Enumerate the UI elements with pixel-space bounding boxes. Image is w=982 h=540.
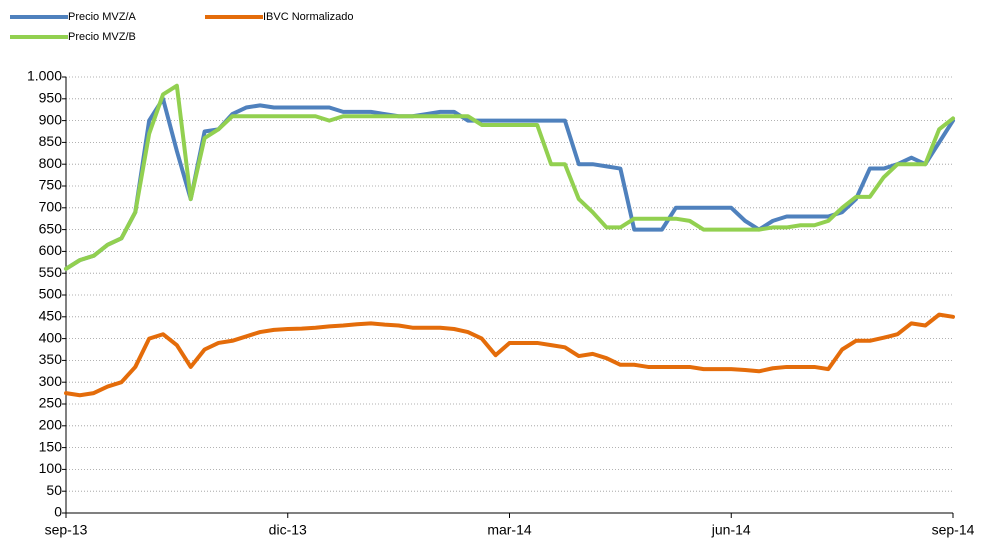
series-line (64, 312, 955, 398)
y-tick-label: 150 (39, 438, 63, 454)
y-tick-label: 300 (39, 373, 63, 389)
y-tick-label: 650 (39, 220, 63, 236)
x-tick-label: mar-14 (487, 522, 532, 538)
y-tick-label: 0 (54, 504, 62, 520)
y-tick-label: 200 (39, 417, 63, 433)
y-tick-label: 500 (39, 286, 63, 302)
y-tick-label: 350 (39, 351, 63, 367)
y-tick-label: 100 (39, 460, 63, 476)
legend-label: IBVC Normalizado (263, 11, 353, 23)
y-tick-label: 900 (39, 111, 63, 127)
y-tick-label: 450 (39, 308, 63, 324)
x-tick-label: dic-13 (269, 522, 307, 538)
x-tick-label: sep-14 (932, 522, 975, 538)
x-tick-label: sep-13 (45, 522, 88, 538)
legend-label: Precio MVZ/A (68, 11, 137, 23)
y-tick-label: 400 (39, 329, 63, 345)
y-tick-label: 700 (39, 199, 63, 215)
legend-label: Precio MVZ/B (68, 31, 136, 43)
y-tick-label: 850 (39, 133, 63, 149)
y-tick-label: 750 (39, 177, 63, 193)
y-tick-label: 800 (39, 155, 63, 171)
y-tick-label: 250 (39, 395, 63, 411)
x-tick-label: jun-14 (711, 522, 751, 538)
y-tick-label: 550 (39, 264, 63, 280)
y-tick-label: 600 (39, 242, 63, 258)
y-tick-label: 1.000 (27, 68, 62, 84)
y-tick-label: 50 (46, 482, 62, 498)
series-line (64, 83, 955, 271)
y-tick-label: 950 (39, 90, 63, 106)
